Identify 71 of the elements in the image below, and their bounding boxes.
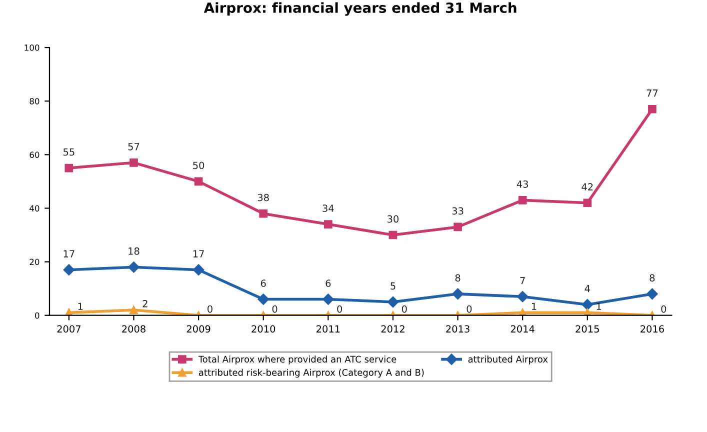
x-tick-label: 2010 [252, 325, 276, 333]
data-label: 17 [193, 250, 204, 258]
x-tick-label: 2007 [57, 325, 80, 333]
x-tick-label: 2011 [316, 325, 340, 333]
data-label: 0 [208, 305, 212, 313]
point [64, 164, 74, 172]
y-tick-label: 0 [35, 312, 40, 319]
point [130, 158, 138, 167]
data-label: 0 [466, 305, 472, 313]
point [322, 294, 334, 305]
data-label: 6 [326, 280, 331, 287]
data-label: 77 [646, 90, 658, 97]
data-label: 5 [390, 282, 396, 290]
point [192, 264, 204, 276]
y-tick-label: 40 [30, 205, 40, 212]
data-label: 4 [584, 285, 590, 292]
point [128, 262, 140, 273]
data-label: 1 [78, 302, 83, 310]
x-tick-label: 2014 [510, 325, 534, 333]
data-label: 2 [142, 300, 148, 308]
data-label: 34 [322, 204, 334, 212]
legend-label: attributed risk-bearing Airprox (Category A and B) [198, 368, 424, 378]
x-tick-label: 2008 [122, 325, 146, 333]
data-label: 42 [582, 183, 593, 190]
y-tick-label: 60 [30, 152, 40, 158]
y-tick-label: 100 [24, 44, 40, 51]
point [130, 306, 138, 314]
data-label: 38 [258, 194, 269, 202]
data-label: 33 [452, 207, 464, 215]
y-tick-label: 20 [30, 258, 40, 266]
data-label: 7 [520, 277, 525, 284]
data-label: 1 [596, 302, 602, 310]
point [516, 291, 528, 302]
point [194, 177, 203, 186]
point [583, 198, 592, 208]
point [63, 264, 75, 276]
data-label: 55 [63, 148, 74, 156]
point [648, 104, 656, 114]
point [259, 209, 268, 218]
x-tick-label: 2013 [446, 325, 470, 333]
x-tick-label: 2016 [640, 325, 664, 333]
data-label: 30 [388, 215, 399, 223]
legend-label: Total Airprox where provided an ATC service [198, 356, 396, 364]
point [646, 288, 658, 300]
point [518, 196, 527, 204]
point [452, 288, 464, 300]
x-tick-label: 2009 [186, 325, 210, 333]
data-label: 57 [128, 143, 140, 150]
data-label: 17 [64, 250, 74, 258]
legend-label: attributed Airprox [468, 356, 548, 364]
data-label: 0 [337, 305, 342, 313]
data-label: 43 [516, 180, 528, 188]
data-label: 8 [650, 274, 655, 282]
point [324, 220, 332, 228]
y-tick-label: 80 [30, 98, 40, 104]
chart-title: Airprox: financial years ended 31 March [204, 2, 516, 16]
data-label: 1 [532, 302, 536, 310]
data-label: 8 [455, 274, 460, 282]
x-tick-label: 2015 [576, 325, 599, 333]
point [258, 294, 269, 305]
data-label: 0 [272, 305, 278, 313]
data-label: 18 [128, 247, 140, 255]
point [388, 230, 398, 240]
data-label: 0 [402, 305, 407, 313]
data-label: 50 [193, 162, 204, 170]
data-label: 6 [260, 280, 266, 287]
point [387, 296, 399, 308]
data-label: 0 [661, 305, 666, 313]
point [582, 299, 594, 310]
x-tick-label: 2012 [381, 325, 404, 333]
point [454, 222, 462, 232]
